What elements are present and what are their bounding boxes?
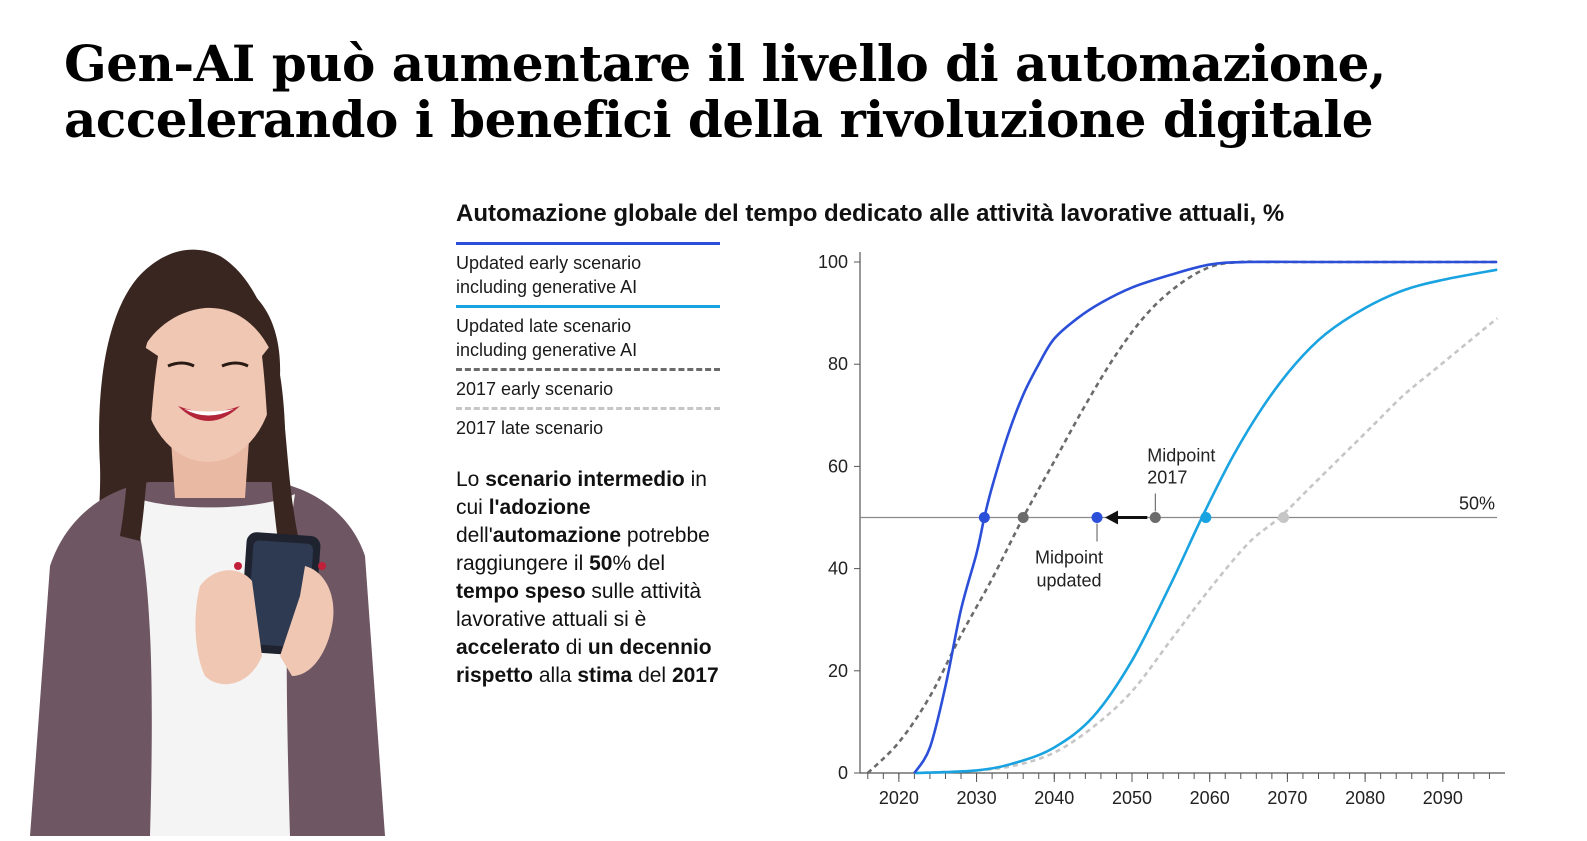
y-tick-label: 20	[828, 661, 848, 681]
description-segment: automazione	[492, 524, 622, 547]
description-segment: accelerato	[456, 636, 560, 659]
legend-label: 2017 early scenario	[456, 379, 614, 399]
legend-label: Updated early scenario including generat…	[456, 253, 642, 297]
slide-title: Gen-AI può aumentare il livello di autom…	[64, 36, 1464, 148]
legend-item-2017-late: 2017 late scenario	[456, 407, 720, 446]
description-segment: scenario intermedio	[485, 468, 685, 491]
y-tick-label: 0	[838, 763, 848, 783]
description-segment: 2017	[671, 664, 719, 687]
x-tick-label: 2070	[1267, 788, 1307, 808]
smiling-woman-with-smartphone-photo	[0, 236, 420, 836]
description-segment: tempo speso	[456, 580, 586, 603]
legend-item-updated-late: Updated late scenario including generati…	[456, 305, 720, 368]
midpoint-label: 2017	[1147, 468, 1187, 488]
slide-title-line-2: accelerando i benefici della rivoluzione…	[64, 90, 1374, 149]
x-tick-label: 2050	[1112, 788, 1152, 808]
description-segment: potrebbe raggiungere il	[456, 524, 710, 575]
description-segment: del	[632, 664, 672, 687]
description-segment: 50	[589, 552, 613, 575]
series-line-updated-late	[914, 268, 1498, 775]
midpoint-marker	[1200, 512, 1212, 523]
midpoint-marker	[1149, 512, 1161, 523]
legend-label: 2017 late scenario	[456, 418, 604, 438]
description-segment: alla	[533, 664, 578, 687]
y-tick-label: 100	[818, 252, 848, 272]
legend-item-2017-early: 2017 early scenario	[456, 368, 720, 407]
midpoint-marker	[1278, 512, 1290, 523]
legend-swatch-updated-early	[456, 242, 720, 245]
description-segment: sulle attività lavorative attuali si è	[456, 580, 702, 631]
series-line-2017-early	[866, 260, 1498, 774]
description-segment: in cui	[456, 468, 707, 519]
legend-label: Updated late scenario including generati…	[456, 316, 638, 360]
legend-swatch-updated-late	[456, 305, 720, 308]
y-tick-label: 80	[828, 354, 848, 374]
description-segment: Lo	[456, 468, 486, 491]
midpoint-label: updated	[1036, 571, 1101, 591]
chart-title: Automazione globale del tempo dedicato a…	[456, 200, 1285, 227]
midpoint-label: Midpoint	[1035, 548, 1103, 568]
midpoint-label: Midpoint	[1147, 446, 1215, 466]
slide-title-line-1: Gen-AI può aumentare il livello di autom…	[64, 34, 1386, 93]
description-segment: un decennio rispetto	[456, 636, 712, 687]
midpoint-marker	[978, 512, 990, 523]
y-tick-label: 40	[828, 559, 848, 579]
description-segment: stima	[577, 664, 633, 687]
description-segment: l'adozione	[488, 496, 591, 519]
midpoint-marker	[1091, 512, 1103, 523]
description-segment: di	[559, 636, 588, 659]
chart-legend: Updated early scenario including generat…	[456, 242, 720, 446]
legend-swatch-2017-late	[456, 407, 720, 410]
x-tick-label: 2090	[1423, 788, 1463, 808]
x-tick-label: 2020	[879, 788, 919, 808]
x-tick-label: 2080	[1345, 788, 1385, 808]
series-line-2017-late	[914, 317, 1499, 775]
x-tick-label: 2040	[1034, 788, 1074, 808]
reference-line-label: 50%	[1459, 494, 1495, 514]
y-tick-label: 60	[828, 456, 848, 476]
x-tick-label: 2060	[1190, 788, 1230, 808]
arrowhead-icon	[1105, 510, 1119, 525]
legend-swatch-2017-early	[456, 368, 720, 371]
midpoint-marker	[1017, 512, 1029, 523]
series-line-updated-early	[913, 260, 1498, 774]
description-paragraph: Lo scenario intermedio in cui l'adozione…	[456, 466, 726, 690]
x-tick-label: 2030	[957, 788, 997, 808]
description-segment: % del	[612, 552, 665, 575]
description-segment: dell'	[456, 524, 493, 547]
legend-item-updated-early: Updated early scenario including generat…	[456, 242, 720, 305]
